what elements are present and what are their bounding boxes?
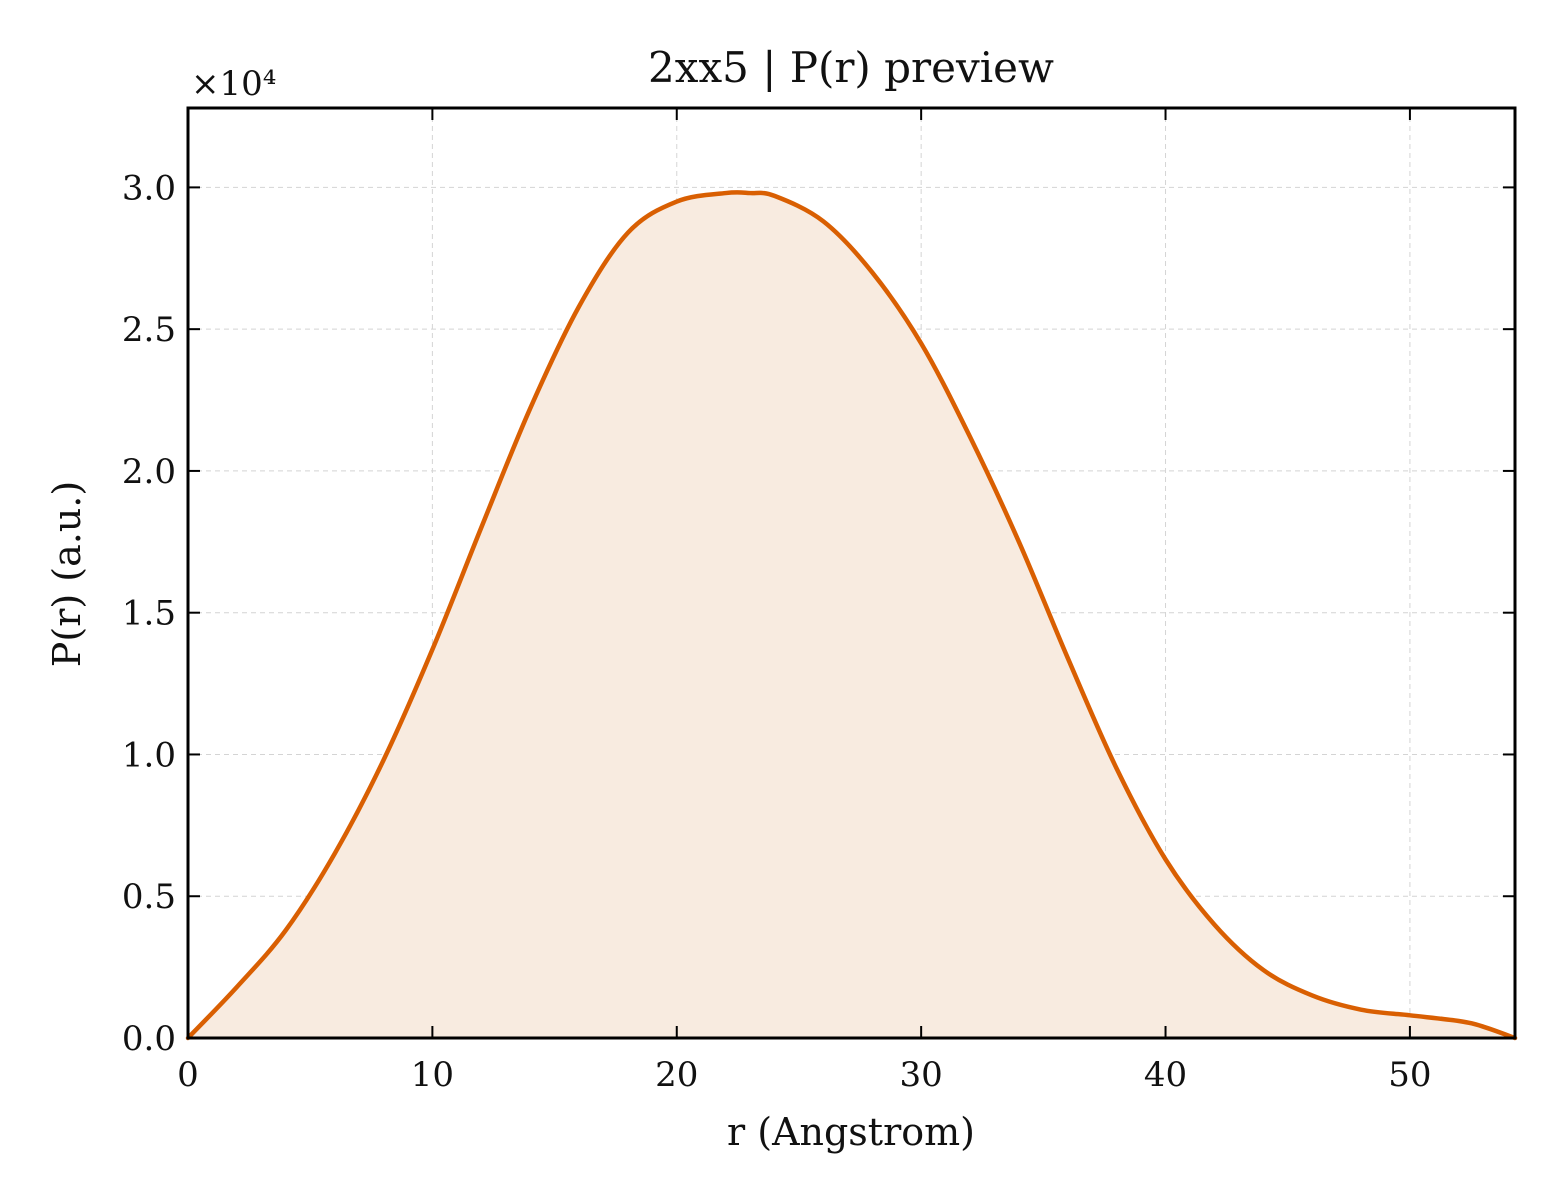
pr-area-fill bbox=[188, 192, 1515, 1038]
y-tick-label: 2.0 bbox=[122, 452, 176, 492]
y-tick-label: 0.5 bbox=[122, 877, 176, 917]
y-tick-label: 1.5 bbox=[122, 594, 176, 634]
y-tick-labels: 0.0 0.5 1.0 1.5 2.0 2.5 3.0 bbox=[122, 168, 176, 1059]
x-tick-label: 20 bbox=[655, 1055, 698, 1095]
x-tick-label: 0 bbox=[177, 1055, 199, 1095]
y-axis-multiplier: ×10⁴ bbox=[191, 64, 276, 104]
plot-frame bbox=[186, 106, 1517, 1040]
y-tick-label: 0.0 bbox=[122, 1019, 176, 1059]
y-tick-label: 3.0 bbox=[122, 168, 176, 208]
x-axis-label: r (Angstrom) bbox=[727, 1110, 975, 1154]
pr-curve-line bbox=[185, 190, 1518, 1041]
y-tick-label: 1.0 bbox=[122, 735, 176, 775]
chart-title: 2xx5 | P(r) preview bbox=[648, 43, 1054, 92]
x-tick-labels: 0 10 20 30 40 50 bbox=[177, 1055, 1431, 1095]
x-tick-label: 30 bbox=[900, 1055, 943, 1095]
y-axis-label: P(r) (a.u.) bbox=[45, 481, 89, 667]
x-tick-label: 40 bbox=[1144, 1055, 1187, 1095]
x-tick-label: 50 bbox=[1388, 1055, 1431, 1095]
y-tick-label: 2.5 bbox=[122, 310, 176, 350]
x-tick-label: 10 bbox=[411, 1055, 454, 1095]
